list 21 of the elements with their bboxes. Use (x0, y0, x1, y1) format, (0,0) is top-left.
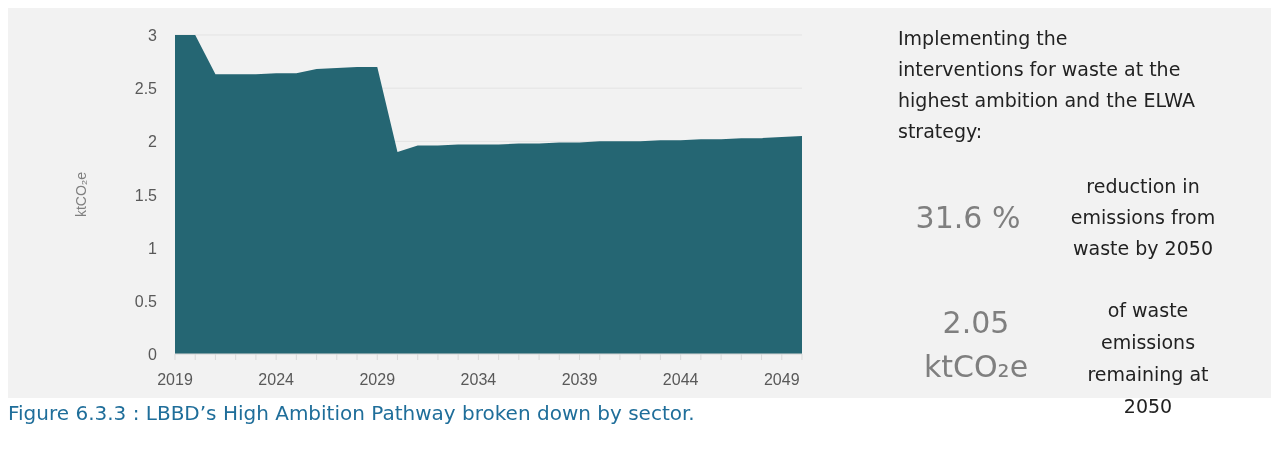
x-tick-label: 2049 (763, 371, 800, 388)
text: Implementing the interventions for waste at the highest ambition and the ELWA strategy: (898, 27, 1196, 142)
text: reduction in emissions from waste by 2050 (1070, 175, 1216, 259)
text: 2.05 ktCO₂e (923, 305, 1029, 384)
y-tick-label: 2.5 (134, 80, 158, 98)
y-tick-label: 1.5 (134, 186, 158, 204)
text: of waste emissions remaining at 2050 (1087, 299, 1209, 417)
text: 31.6 % (915, 200, 1021, 235)
x-tick-label: 2034 (460, 371, 497, 388)
y-tick-label: 2 (148, 133, 158, 151)
y-tick-label: 1 (148, 239, 158, 257)
x-tick-label: 2024 (258, 371, 295, 388)
x-tick-label: 2029 (359, 371, 396, 388)
x-tick-label: 2044 (662, 371, 699, 388)
y-tick-label: 0 (148, 346, 158, 363)
x-tick-label: 2039 (561, 371, 598, 388)
y-tick-label: 3 (148, 27, 158, 44)
x-tick-label: 2019 (157, 371, 193, 388)
caption: Figure 6.3.3 : LBBD’s High Ambition Pathway broken down by sector. (8, 401, 695, 425)
y-axis-title: ktCO₂e (73, 171, 89, 218)
y-tick-label: 0.5 (134, 292, 158, 310)
